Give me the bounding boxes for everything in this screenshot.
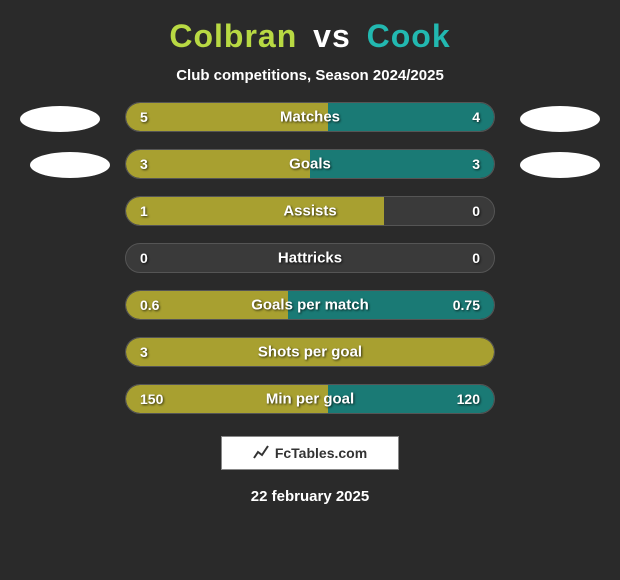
bar-left [126,150,310,178]
stat-value-right: 120 [457,391,480,407]
stat-row: Shots per goal 3 [125,337,495,367]
player2-badge-bottom [520,152,600,178]
stat-label: Goals [289,156,331,173]
stat-row: Min per goal 150 120 [125,384,495,414]
stat-value-right: 4 [472,109,480,125]
stat-row: Assists 1 0 [125,196,495,226]
stat-value-right: 0.75 [453,297,480,313]
stat-label: Hattricks [278,250,342,267]
main-container: Colbran vs Cook Club competitions, Seaso… [0,0,620,580]
stat-value-right: 0 [472,203,480,219]
bar-left [126,197,384,225]
stat-label: Matches [280,109,340,126]
player1-badge-top [20,106,100,132]
stat-value-left: 1 [140,203,148,219]
date-label: 22 february 2025 [251,488,369,505]
vs-text: vs [313,18,351,54]
stat-value-left: 0 [140,250,148,266]
stat-value-left: 0.6 [140,297,159,313]
stat-row: Hattricks 0 0 [125,243,495,273]
stat-label: Assists [283,203,336,220]
stat-value-left: 5 [140,109,148,125]
stats-area: Matches 5 4 Goals 3 3 Assists 1 0 Hattricks 0 0 Goal… [0,102,620,414]
chart-icon [253,445,269,462]
subtitle: Club competitions, Season 2024/2025 [176,67,444,84]
stat-label: Shots per goal [258,344,362,361]
player2-name: Cook [367,18,451,54]
stat-label: Goals per match [251,297,369,314]
player1-name: Colbran [169,18,297,54]
stat-row: Goals per match 0.6 0.75 [125,290,495,320]
stat-value-left: 3 [140,156,148,172]
stat-row: Matches 5 4 [125,102,495,132]
player2-badge-top [520,106,600,132]
bar-right [310,150,494,178]
stat-value-left: 150 [140,391,163,407]
page-title: Colbran vs Cook [169,18,450,55]
stat-value-left: 3 [140,344,148,360]
stat-row: Goals 3 3 [125,149,495,179]
stat-value-right: 0 [472,250,480,266]
stat-value-right: 3 [472,156,480,172]
bar-right [328,103,494,131]
watermark[interactable]: FcTables.com [221,436,399,470]
watermark-text: FcTables.com [275,445,367,461]
player1-badge-bottom [30,152,110,178]
stat-label: Min per goal [266,391,354,408]
